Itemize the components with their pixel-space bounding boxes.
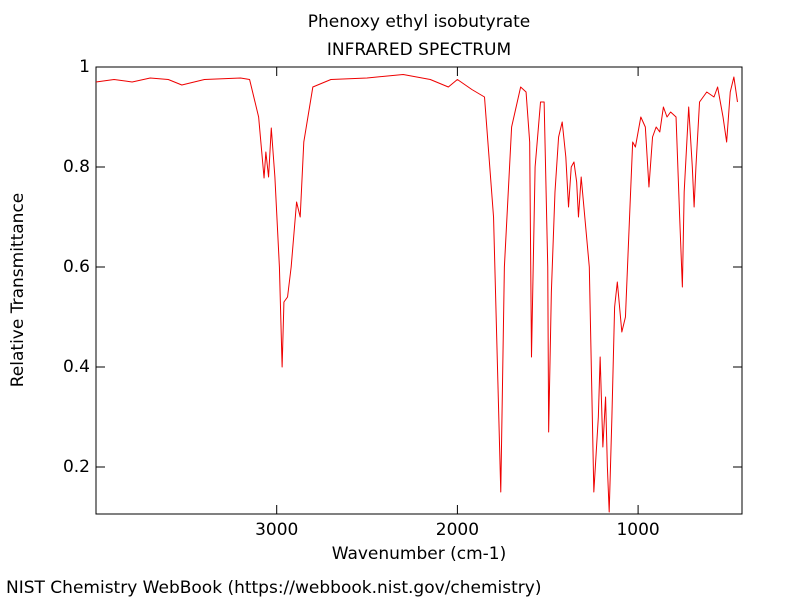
spectrum-line	[95, 74, 738, 513]
plot-frame	[95, 66, 743, 515]
chart-subtitle: INFRARED SPECTRUM	[327, 40, 511, 60]
x-tick-label: 3000	[255, 520, 298, 540]
x-tick-label: 1000	[616, 520, 659, 540]
x-tick-label: 2000	[436, 520, 479, 540]
footer: NIST Chemistry WebBook (https://webbook.…	[6, 578, 541, 598]
x-axis-label: Wavenumber (cm-1)	[332, 544, 507, 564]
y-tick-label: 0.4	[63, 357, 90, 377]
y-tick-label: 0.2	[63, 457, 90, 477]
y-tick-label: 0.6	[63, 257, 90, 277]
y-tick-label: 0.8	[63, 157, 90, 177]
chart-title: Phenoxy ethyl isobutyrate	[308, 12, 531, 32]
y-axis-label: Relative Transmittance	[8, 193, 28, 388]
y-tick-label: 1	[79, 57, 90, 77]
